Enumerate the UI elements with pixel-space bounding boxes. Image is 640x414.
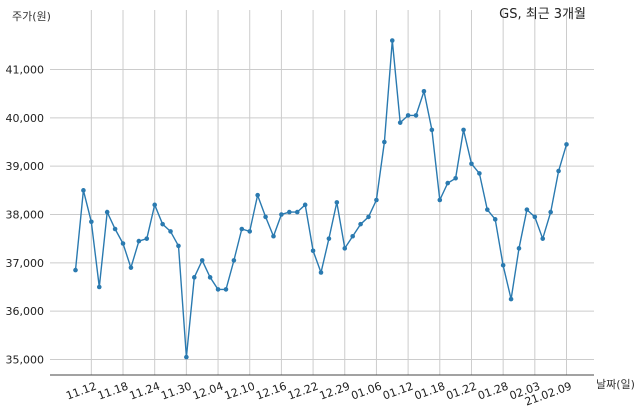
y-tick-label: 36,000 bbox=[6, 305, 45, 318]
y-tick-label: 35,000 bbox=[6, 354, 45, 367]
data-point bbox=[564, 142, 569, 147]
data-point bbox=[334, 200, 340, 205]
data-point bbox=[104, 209, 110, 215]
data-point bbox=[120, 241, 126, 246]
x-tick-label: 01.06 bbox=[349, 380, 383, 403]
y-tick-label: 37,000 bbox=[6, 257, 45, 270]
data-point bbox=[477, 171, 482, 176]
data-point bbox=[160, 221, 165, 227]
price-series-line bbox=[74, 40, 568, 358]
data-point bbox=[326, 236, 332, 241]
y-tick-label: 41,000 bbox=[6, 64, 45, 77]
data-point bbox=[397, 120, 403, 125]
data-point bbox=[231, 258, 237, 263]
data-point bbox=[207, 275, 213, 280]
data-point bbox=[366, 214, 371, 220]
data-point bbox=[191, 275, 197, 280]
data-point bbox=[485, 207, 490, 212]
x-tick-label: 11.18 bbox=[96, 380, 130, 403]
data-point bbox=[199, 258, 205, 263]
y-tick-labels: 35,000 36,000 37,000 38,000 39,000 40,000 41,0… bbox=[6, 64, 45, 367]
vertical-gridlines bbox=[90, 10, 567, 375]
x-tick-label: 12.04 bbox=[191, 380, 225, 403]
x-tick-labels: 11.1211.1811.2411.3012.0412.1012.1612.22… bbox=[64, 380, 573, 409]
data-point bbox=[389, 38, 395, 43]
y-axis-title: 주가(원) bbox=[12, 10, 51, 23]
data-point bbox=[81, 188, 86, 193]
data-point bbox=[73, 267, 78, 273]
data-point bbox=[294, 209, 300, 215]
data-point bbox=[287, 209, 292, 215]
data-point bbox=[413, 113, 419, 118]
data-point bbox=[508, 296, 514, 302]
data-point bbox=[358, 221, 363, 227]
data-point bbox=[310, 248, 316, 254]
data-point bbox=[445, 180, 451, 186]
price-series-points bbox=[73, 38, 569, 360]
data-point bbox=[374, 197, 379, 203]
x-tick-label: 12.29 bbox=[318, 380, 352, 403]
data-point bbox=[184, 354, 189, 360]
x-tick-label: 12.22 bbox=[286, 380, 320, 403]
data-point bbox=[524, 207, 530, 212]
data-point bbox=[89, 219, 94, 225]
data-point bbox=[500, 262, 506, 268]
data-point bbox=[112, 226, 118, 232]
data-point bbox=[168, 229, 173, 234]
data-point bbox=[318, 270, 324, 275]
x-tick-label: 11.12 bbox=[64, 380, 98, 403]
data-point bbox=[239, 226, 245, 232]
data-point bbox=[279, 212, 284, 217]
data-point bbox=[271, 233, 276, 239]
data-point bbox=[255, 192, 260, 198]
y-tick-label: 38,000 bbox=[6, 209, 45, 222]
y-tick-label: 39,000 bbox=[6, 160, 45, 173]
data-point bbox=[152, 202, 157, 208]
chart-title: GS, 최근 3개월 bbox=[499, 7, 586, 22]
x-tick-label: 12.10 bbox=[223, 380, 257, 403]
data-point bbox=[128, 265, 134, 270]
data-point bbox=[176, 243, 181, 249]
data-point bbox=[556, 168, 561, 174]
data-point bbox=[532, 214, 538, 220]
data-point bbox=[540, 236, 546, 241]
data-point bbox=[144, 236, 150, 241]
data-point bbox=[342, 246, 348, 251]
data-point bbox=[492, 217, 498, 222]
data-point bbox=[350, 233, 355, 239]
x-tick-label: 11.30 bbox=[159, 380, 193, 403]
data-point bbox=[136, 238, 142, 244]
data-point bbox=[247, 229, 253, 234]
data-point bbox=[96, 284, 102, 290]
x-tick-label: 12.16 bbox=[254, 380, 288, 403]
horizontal-gridlines bbox=[50, 69, 594, 360]
data-point bbox=[461, 127, 466, 133]
x-tick-label: 01.28 bbox=[476, 380, 510, 403]
x-tick-label: 11.24 bbox=[128, 380, 162, 403]
x-tick-label: 01.22 bbox=[444, 380, 478, 403]
data-point bbox=[405, 113, 411, 118]
data-point bbox=[382, 139, 387, 145]
data-point bbox=[429, 127, 435, 133]
data-point bbox=[223, 287, 229, 292]
data-point bbox=[215, 287, 221, 292]
data-point bbox=[469, 161, 474, 167]
data-point bbox=[516, 246, 522, 251]
data-point bbox=[263, 214, 268, 220]
x-axis-title: 날짜(일) bbox=[596, 377, 635, 391]
data-point bbox=[453, 175, 458, 181]
y-tick-label: 40,000 bbox=[6, 112, 45, 125]
data-point bbox=[302, 202, 308, 208]
x-tick-label: 01.12 bbox=[381, 380, 415, 403]
data-point bbox=[421, 88, 427, 94]
data-point bbox=[437, 197, 443, 203]
data-point bbox=[548, 209, 553, 215]
x-tick-label: 01.18 bbox=[413, 380, 447, 403]
